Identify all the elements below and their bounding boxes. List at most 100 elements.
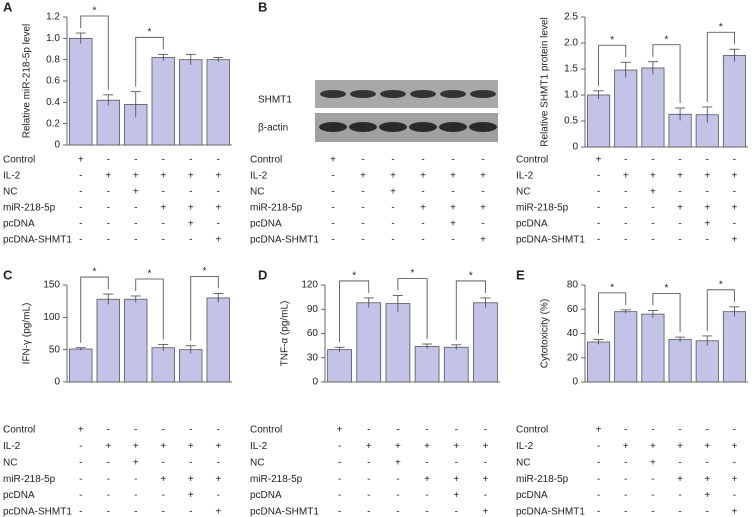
condition-mark: +: [704, 441, 710, 452]
bar: [69, 37, 93, 146]
condition-mark: -: [134, 155, 137, 166]
condition-mark: +: [480, 203, 486, 214]
condition-label: pcDNA-SHMT1: [516, 507, 585, 517]
condition-mark: -: [134, 203, 137, 214]
condition-mark: -: [134, 507, 137, 517]
significance-bracket: [135, 278, 164, 340]
blot-band: [379, 122, 407, 132]
significance-bracket: [135, 36, 164, 87]
error-bar: [647, 310, 658, 318]
panel-letter: B: [258, 0, 267, 14]
bar: [179, 59, 203, 146]
bar: [69, 348, 93, 383]
condition-mark: +: [650, 441, 656, 452]
condition-mark: +: [677, 474, 683, 485]
condition-mark: +: [420, 203, 426, 214]
condition-mark: +: [160, 203, 166, 214]
condition-mark: -: [651, 235, 654, 246]
significance-star: *: [148, 269, 152, 280]
condition-mark: -: [624, 425, 627, 436]
condition-mark: -: [651, 203, 654, 214]
y-tick-label: 100: [43, 312, 60, 323]
significance-star: *: [352, 271, 356, 282]
condition-label: miR-218-5p: [3, 203, 56, 214]
bar: [356, 302, 382, 383]
blot-band: [409, 122, 437, 132]
condition-mark: +: [677, 171, 683, 182]
condition-mark: +: [623, 441, 629, 452]
condition-mark: +: [424, 441, 430, 452]
condition-mark: -: [484, 425, 487, 436]
condition-mark: -: [624, 155, 627, 166]
condition-mark: +: [450, 219, 456, 230]
condition-mark: -: [107, 235, 110, 246]
significance-star: *: [411, 268, 415, 279]
condition-mark: +: [596, 425, 602, 436]
condition-mark: -: [134, 219, 137, 230]
y-axis-label: TNF-α (pg/mL): [280, 301, 291, 367]
condition-mark: +: [623, 171, 629, 182]
condition-mark: -: [134, 425, 137, 436]
condition-mark: +: [330, 155, 336, 166]
bar: [96, 99, 120, 146]
significance-bracket: [80, 15, 109, 90]
significance-bracket: [339, 280, 370, 343]
condition-mark: -: [217, 155, 220, 166]
condition-mark: -: [651, 425, 654, 436]
bar: [151, 347, 175, 383]
condition-mark: +: [215, 474, 221, 485]
blot-band: [439, 122, 467, 132]
condition-label: NC: [3, 187, 17, 198]
y-tick-label: 0.2: [46, 118, 60, 129]
condition-mark: -: [79, 187, 82, 198]
bar: [473, 302, 498, 383]
condition-mark: -: [189, 457, 192, 468]
condition-mark: -: [597, 187, 600, 198]
condition-mark: -: [706, 425, 709, 436]
condition-mark: -: [455, 425, 458, 436]
condition-mark: -: [706, 187, 709, 198]
condition-label: miR-218-5p: [250, 474, 303, 485]
bar: [587, 94, 611, 148]
y-tick-label: 80: [567, 280, 579, 291]
error-bar: [702, 335, 713, 346]
blot-band: [470, 90, 496, 98]
condition-mark: -: [217, 219, 220, 230]
blot-band: [350, 90, 376, 98]
condition-mark: -: [481, 219, 484, 230]
y-axis-label: Relative SHMT1 protein level: [540, 17, 551, 147]
y-tick-label: 1.5: [564, 64, 578, 75]
condition-mark: -: [651, 219, 654, 230]
y-tick-label: 1.0: [564, 90, 578, 101]
band-label: β-actin: [258, 123, 288, 134]
condition-mark: -: [217, 490, 220, 501]
error-bar: [647, 61, 658, 75]
condition-mark: +: [424, 474, 430, 485]
condition-mark: +: [105, 441, 111, 452]
condition-label: Control: [3, 155, 35, 166]
significance-bracket: [598, 292, 627, 335]
condition-mark: +: [390, 171, 396, 182]
condition-mark: -: [597, 507, 600, 517]
condition-mark: -: [421, 219, 424, 230]
error-bar: [620, 309, 631, 314]
condition-mark: -: [451, 235, 454, 246]
condition-mark: +: [731, 474, 737, 485]
condition-mark: -: [455, 507, 458, 517]
y-axis-label: Relative miR-218-5p level: [22, 24, 33, 139]
condition-mark: -: [217, 457, 220, 468]
condition-mark: -: [484, 457, 487, 468]
condition-mark: -: [79, 203, 82, 214]
significance-bracket: [706, 31, 735, 102]
condition-label: IL-2: [516, 171, 534, 182]
y-tick-label: 0: [54, 377, 60, 388]
condition-mark: -: [361, 219, 364, 230]
condition-mark: -: [107, 425, 110, 436]
y-tick-label: 150: [43, 280, 60, 291]
condition-mark: -: [79, 219, 82, 230]
bar: [695, 340, 719, 383]
condition-mark: +: [480, 171, 486, 182]
condition-mark: +: [395, 441, 401, 452]
bar: [587, 341, 611, 383]
condition-label: NC: [250, 187, 264, 198]
